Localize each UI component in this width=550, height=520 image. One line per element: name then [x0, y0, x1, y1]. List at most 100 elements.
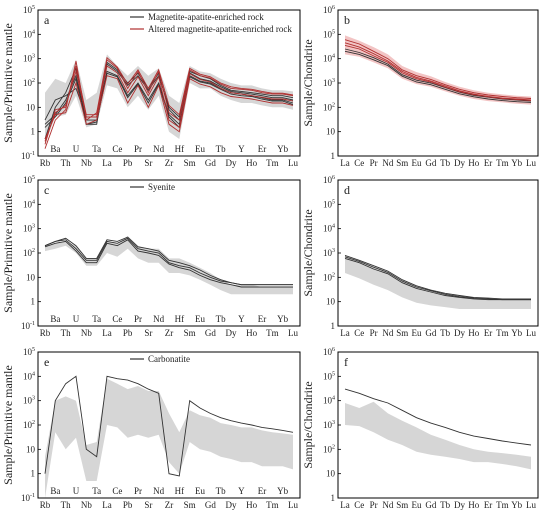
x-tick-label-inner-c-Y: Y — [238, 314, 245, 324]
y-tick-label-e-2: 102 — [23, 420, 35, 430]
panel-letter-f: f — [344, 355, 348, 369]
x-tick-label-e-Tm: Tm — [266, 500, 279, 510]
x-tick-label-d-Gd: Gd — [425, 328, 436, 338]
y-tick-label-d-2: 102 — [323, 272, 335, 282]
x-tick-label-inner-c-Ba: Ba — [50, 314, 60, 324]
x-tick-label-c-Dy: Dy — [226, 328, 237, 338]
x-tick-label-e-Zr: Zr — [165, 500, 174, 510]
x-tick-label-a-Sr: Sr — [144, 158, 152, 168]
y-tick-label-e-4: 104 — [23, 371, 35, 381]
panel-letter-a: a — [44, 13, 50, 27]
range-band-c — [45, 236, 293, 295]
y-tick-label-a-1: 10 — [26, 102, 36, 112]
series-line-b-2 — [344, 39, 532, 99]
x-tick-label-a-Ho: Ho — [246, 158, 257, 168]
x-tick-label-inner-a-Nd: Nd — [153, 144, 164, 154]
series-line-f-0 — [344, 388, 532, 446]
y-tick-label-b-0: 1 — [331, 151, 336, 161]
x-tick-label-f-Ho: Ho — [468, 500, 479, 510]
x-tick-label-inner-e-Hf: Hf — [175, 486, 185, 496]
panel-c: 10-1 1 10 102 103 104 105 Rb Th Nb La Pb Sr Zr Sm Gd Dy H… — [1, 175, 301, 338]
x-tick-label-c-Sm: Sm — [184, 328, 196, 338]
x-tick-label-inner-c-Hf: Hf — [175, 314, 185, 324]
series-line-a-6 — [44, 56, 294, 149]
y-tick-label-f-6: 106 — [323, 347, 335, 357]
x-tick-label-f-Sm: Sm — [396, 500, 408, 510]
x-tick-label-inner-a-Hf: Hf — [175, 144, 185, 154]
y-tick-label-c-1: 10 — [26, 272, 36, 282]
x-tick-label-inner-c-Yb: Yb — [277, 314, 288, 324]
panel-d: 1 10 102 103 104 105 106 La Ce Pr Nd Sm Eu Gd Tb Dy Ho Er… — [301, 175, 539, 338]
legend-label-e-0: Carbonatite — [148, 354, 190, 364]
x-tick-label-e-Rb: Rb — [40, 500, 51, 510]
x-tick-label-d-Tb: Tb — [440, 328, 450, 338]
x-tick-label-inner-e-Ta: Ta — [92, 486, 101, 496]
x-tick-label-b-Gd: Gd — [425, 158, 436, 168]
x-tick-label-d-Er: Er — [484, 328, 493, 338]
panel-e: 10-1 1 10 102 103 104 105 Rb Th Nb La Pb Sr Zr Sm Gd Dy H… — [1, 347, 301, 510]
y-axis-label-c: Sample/Primitive mantle — [1, 193, 15, 313]
x-tick-label-inner-c-Tb: Tb — [216, 314, 226, 324]
x-tick-label-d-Nd: Nd — [382, 328, 393, 338]
x-tick-label-b-Nd: Nd — [382, 158, 393, 168]
legend-label-a-1: Altered magnetite-apatite-enriched rock — [148, 24, 292, 34]
x-tick-label-c-Rb: Rb — [40, 328, 51, 338]
x-tick-label-b-Tm: Tm — [496, 158, 509, 168]
y-tick-label-a-4: 104 — [23, 29, 35, 39]
x-tick-label-inner-a-Eu: Eu — [195, 144, 205, 154]
x-tick-label-inner-a-Y: Y — [238, 144, 245, 154]
x-tick-label-inner-c-Eu: Eu — [195, 314, 205, 324]
y-tick-label-f-0: 1 — [331, 493, 336, 503]
y-axis-label-e: Sample/Primitive mantle — [1, 365, 15, 485]
x-tick-label-c-Nb: Nb — [81, 328, 92, 338]
panel-letter-b: b — [344, 13, 350, 27]
y-tick-label-f-2: 102 — [323, 444, 335, 454]
y-tick-label-d-4: 104 — [323, 224, 335, 234]
x-tick-label-f-Gd: Gd — [425, 500, 436, 510]
x-tick-label-a-Rb: Rb — [40, 158, 51, 168]
y-tick-label-b-4: 104 — [323, 54, 335, 64]
y-tick-label-d-6: 106 — [323, 175, 335, 185]
x-tick-label-f-Er: Er — [484, 500, 493, 510]
x-tick-label-d-Ho: Ho — [468, 328, 479, 338]
x-tick-label-d-Ce: Ce — [354, 328, 364, 338]
panel-letter-d: d — [344, 183, 350, 197]
x-tick-label-f-Pr: Pr — [370, 500, 378, 510]
x-tick-label-e-Th: Th — [61, 500, 71, 510]
legend-label-a-0: Magnetite-apatite-enriched rock — [148, 12, 264, 22]
range-band-d — [345, 256, 531, 309]
y-tick-label-b-3: 103 — [323, 78, 335, 88]
x-tick-label-inner-e-Nd: Nd — [153, 486, 164, 496]
x-tick-label-d-Dy: Dy — [454, 328, 465, 338]
x-tick-label-inner-c-Pr: Pr — [134, 314, 142, 324]
x-tick-label-inner-a-Ta: Ta — [92, 144, 101, 154]
x-tick-label-a-Dy: Dy — [226, 158, 237, 168]
x-tick-label-inner-a-Yb: Yb — [277, 144, 288, 154]
panel-b: 1 10 102 103 104 105 106 La Ce Pr Nd Sm Eu Gd Tb Dy Ho Er… — [301, 5, 539, 168]
x-tick-label-inner-c-Er: Er — [258, 314, 267, 324]
x-tick-label-inner-e-Ba: Ba — [50, 486, 60, 496]
y-tick-label-c--1: 10-1 — [21, 321, 35, 331]
x-tick-label-inner-c-Nd: Nd — [153, 314, 164, 324]
x-tick-label-c-Sr: Sr — [144, 328, 152, 338]
y-tick-label-f-1: 10 — [326, 469, 336, 479]
x-tick-label-b-Yb: Yb — [511, 158, 522, 168]
x-tick-label-e-Lu: Lu — [288, 500, 298, 510]
y-tick-label-e-0: 1 — [31, 469, 36, 479]
x-tick-label-a-Sm: Sm — [184, 158, 196, 168]
x-tick-label-f-Eu: Eu — [412, 500, 422, 510]
x-tick-label-b-Ce: Ce — [354, 158, 364, 168]
y-axis-label-f: Sample/Chondrite — [301, 381, 315, 468]
x-tick-label-d-Tm: Tm — [496, 328, 509, 338]
x-tick-label-e-Sr: Sr — [144, 500, 152, 510]
x-tick-label-c-La: La — [102, 328, 112, 338]
x-tick-label-e-Nb: Nb — [81, 500, 92, 510]
y-tick-label-d-0: 1 — [331, 321, 336, 331]
series-line-a-7 — [44, 75, 294, 140]
y-tick-label-a--1: 10-1 — [21, 151, 35, 161]
x-tick-label-a-Zr: Zr — [165, 158, 174, 168]
x-tick-label-f-Nd: Nd — [382, 500, 393, 510]
y-tick-label-a-2: 102 — [23, 78, 35, 88]
x-tick-label-c-Th: Th — [61, 328, 71, 338]
